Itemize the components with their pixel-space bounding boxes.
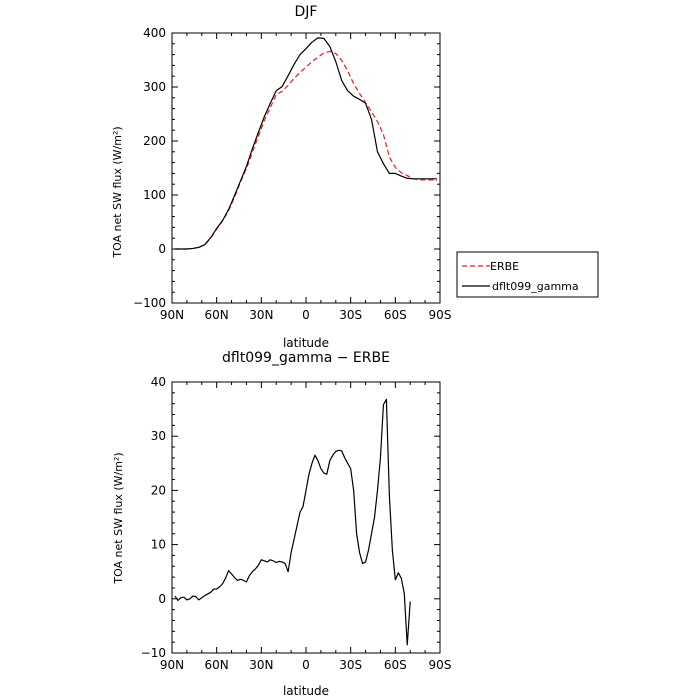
top-chart-plot-frame: [171, 32, 441, 304]
top-chart-x-tick-label: 30N: [249, 308, 273, 322]
bottom-chart-x-tick-label: 30S: [339, 658, 362, 672]
bottom-chart-x-label: latitude: [283, 684, 329, 698]
top-chart-title: DJF: [295, 4, 318, 20]
bottom-chart-y-tick-label: 10: [151, 538, 166, 552]
top-chart-x-tick-label: 60N: [205, 308, 229, 322]
bottom-chart-x-tick-label: 60N: [205, 658, 229, 672]
bottom-chart-x-tick-label: 90S: [429, 658, 452, 672]
bottom-chart-x-tick-label: 0: [302, 658, 310, 672]
bottom-chart-series-dflt099-gamma-erbe: [174, 398, 411, 646]
legend: ERBE dflt099_gamma: [456, 251, 599, 298]
top-chart-x-tick-label: 30S: [339, 308, 362, 322]
bottom-chart-x-tick-label: 90N: [160, 658, 184, 672]
top-chart: DJF TOA net SW flux (W/m²) latitude 90N 6…: [111, 4, 451, 350]
top-chart-y-tick-label: 0: [158, 242, 166, 256]
bottom-chart-y-label: TOA net SW flux (W/m²): [112, 452, 125, 584]
top-chart-axes: 90N 60N 30N 0 30S 60S 90S −100 0 100 200 300 400: [133, 26, 451, 322]
bottom-chart-x-tick-label: 30N: [249, 658, 273, 672]
top-chart-series-erbe: [174, 50, 438, 250]
top-chart-y-label: TOA net SW flux (W/m²): [111, 126, 124, 258]
bottom-chart-y-tick-label: 20: [151, 483, 166, 497]
bottom-chart-y-tick-label: 30: [151, 429, 166, 443]
top-chart-x-tick-label: 60S: [384, 308, 407, 322]
top-chart-x-tick-label: 0: [302, 308, 310, 322]
top-chart-y-tick-label: 200: [143, 134, 166, 148]
top-chart-x-label: latitude: [283, 336, 329, 350]
bottom-chart-y-tick-label: 40: [151, 375, 166, 389]
bottom-chart-axes: 90N 60N 30N 0 30S 60S 90S −10 0 10 20 30 40: [141, 375, 452, 672]
legend-box: [456, 251, 599, 298]
top-chart-y-tick-label: 400: [143, 26, 166, 40]
bottom-chart-title: dflt099_gamma − ERBE: [222, 350, 390, 366]
bottom-chart-plot-frame: [171, 381, 441, 654]
top-chart-y-tick-label: −100: [133, 296, 166, 310]
bottom-chart: dflt099_gamma − ERBE TOA net SW flux (W/…: [112, 350, 451, 698]
top-chart-y-tick-label: 100: [143, 188, 166, 202]
top-chart-y-tick-label: 300: [143, 80, 166, 94]
top-chart-series: [174, 37, 438, 250]
bottom-chart-y-tick-label: 0: [158, 592, 166, 606]
bottom-chart-y-tick-label: −10: [141, 646, 166, 660]
bottom-chart-x-tick-label: 60S: [384, 658, 407, 672]
legend-label-erbe: ERBE: [490, 260, 519, 273]
top-chart-x-tick-label: 90S: [429, 308, 452, 322]
legend-label-dflt099-gamma: dflt099_gamma: [492, 280, 579, 293]
bottom-chart-series: [174, 398, 411, 646]
top-chart-x-tick-label: 90N: [160, 308, 184, 322]
top-chart-series-dflt099-gamma: [174, 37, 438, 250]
